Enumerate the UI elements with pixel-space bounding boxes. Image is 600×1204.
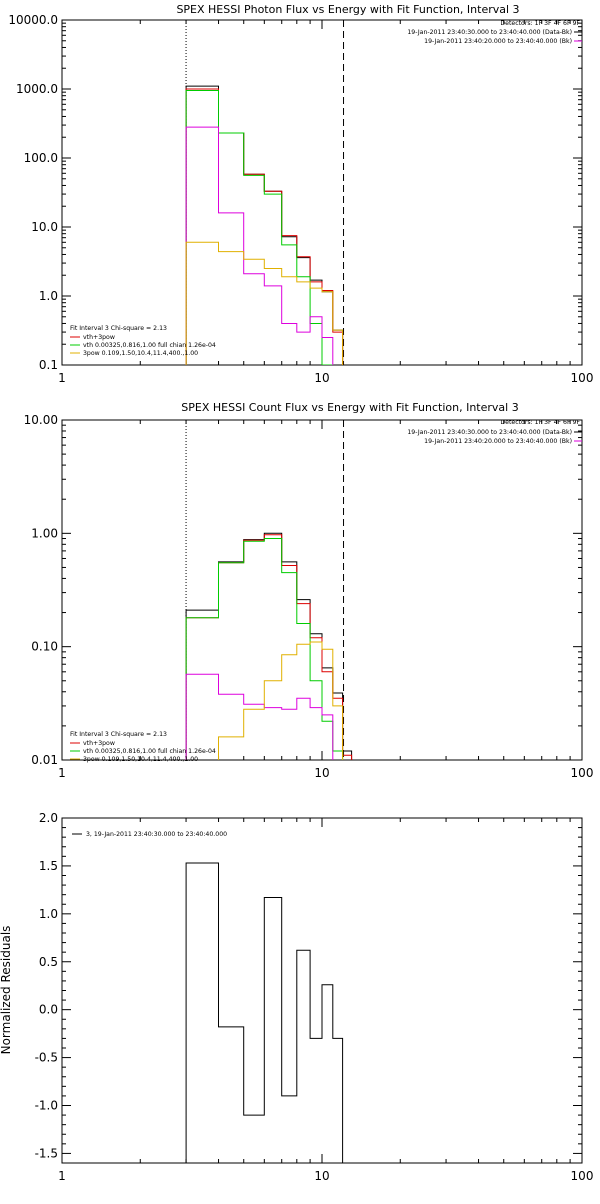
series-vth-histogram (185, 538, 344, 760)
y-tick-label-1-5: 1.5 (39, 859, 58, 873)
x-tick-label-1: 1 (58, 1169, 66, 1183)
residuals-legend-label: 3, 19-Jan-2011 23:40:30.000 to 23:40:40.… (86, 831, 227, 838)
photon-legend-fit-interval: Fit Interval 3 Chi-square = 2.13 (70, 325, 167, 332)
count-legend-fit-interval: Fit Interval 3 Chi-square = 2.13 (70, 731, 167, 738)
count-legend-bk: 19-Jan-2011 23:40:20.000 to 23:40:40.000… (424, 438, 572, 445)
y-tick-label-10-0: 10.0 (31, 220, 58, 234)
y-tick-label-0-10: 0.10 (31, 640, 58, 654)
series-bk-histogram (185, 673, 334, 760)
x-tick-label-1: 1 (58, 766, 66, 780)
photon-flux-panel: SPEX HESSI Photon Flux vs Energy with Fi… (8, 3, 593, 385)
y-tick-label-2-0: 2.0 (39, 811, 58, 825)
x-tick-label-10: 10 (314, 1169, 329, 1183)
y-tick-label-0-1: 0.1 (39, 358, 58, 372)
y-tick-label-1-0: 1.0 (39, 907, 58, 921)
y-tick-label-10000-0: 10000.0 (8, 13, 58, 27)
x-tick-label-10: 10 (314, 766, 329, 780)
series-bk-histogram (185, 126, 334, 365)
photon-flux-plot-area (61, 19, 583, 366)
photon-flux-title: SPEX HESSI Photon Flux vs Energy with Fi… (176, 3, 519, 16)
x-tick-label-100: 100 (571, 766, 594, 780)
y-tick-label-100-0: 100.0 (24, 151, 58, 165)
photon-flux-legend-top: Detectors: 1F 3F 4F 6F 9F 19-Jan-2011 23… (407, 20, 582, 45)
photon-legend-vth3pow: vth+3pow (83, 334, 115, 341)
photon-legend-detectors: Detectors: 1F 3F 4F 6F 9F (500, 20, 580, 27)
residuals-panel: Normalized Residuals 1 10 100 -1.5 -1.0 -0.5 0… (0, 811, 593, 1183)
count-flux-panel: SPEX HESSI Count Flux vs Energy with Fit… (24, 401, 594, 780)
series-pow-histogram (218, 641, 344, 760)
photon-flux-ticks: 1 10 100 0.1 1.0 10.0 100.0 1000.0 10000.0 (8, 13, 593, 385)
count-legend-vth: vth 0.00325,0.816,1.00 full chian 1.26e-… (83, 748, 216, 755)
x-tick-label-100: 100 (571, 371, 594, 385)
y-tick-label-1000-0: 1000.0 (16, 82, 58, 96)
y-tick-label-10-00: 10.00 (24, 413, 58, 427)
photon-legend-bk: 19-Jan-2011 23:40:20.000 to 23:40:40.000… (424, 38, 572, 45)
photon-legend-3pow: 3pow 0.109,1.50,10.4,11.4,400.,1.00 (83, 350, 198, 357)
y-tick-label-0-5: -0.5 (35, 1051, 58, 1065)
count-legend-vth3pow: vth+3pow (83, 740, 115, 747)
count-flux-series (185, 532, 353, 760)
series-data-histogram (185, 85, 344, 365)
x-tick-label-100: 100 (571, 1169, 594, 1183)
photon-flux-series (185, 85, 344, 365)
residuals-series (185, 862, 344, 1163)
y-tick-label-1-00: 1.00 (31, 526, 58, 540)
y-tick-label-1-5: -1.5 (35, 1146, 58, 1160)
x-tick-label-1: 1 (58, 371, 66, 385)
y-tick-label-1-0: -1.0 (35, 1099, 58, 1113)
residuals-ticks: 1 10 100 -1.5 -1.0 -0.5 0.0 0.5 1.0 1.5 2.0 (35, 811, 594, 1183)
series-vth-histogram (185, 90, 334, 365)
axes-frame (61, 19, 583, 366)
count-legend-detectors: Detectors: 1F 3F 4F 6F 9F (500, 419, 580, 426)
photon-legend-data-bk: 19-Jan-2011 23:40:30.000 to 23:40:40.000… (407, 29, 572, 36)
series-pow-histogram (185, 241, 344, 365)
count-flux-legend-top: Detectors: 1F 3F 4F 6F 9F 19-Jan-2011 23… (407, 419, 582, 445)
photon-legend-vth: vth 0.00325,0.816,1.00 full chian 1.26e-… (83, 342, 216, 349)
x-tick-label-10: 10 (314, 371, 329, 385)
photon-flux-legend-bottom: Fit Interval 3 Chi-square = 2.13 vth+3po… (70, 325, 216, 357)
count-flux-ticks: 1 10 100 0.01 0.10 1.00 10.00 (24, 413, 594, 780)
residuals-legend: 3, 19-Jan-2011 23:40:30.000 to 23:40:40.… (72, 831, 227, 838)
count-legend-3pow: 3pow 0.109,1.50,10.4,11.4,400.,1.00 (83, 756, 198, 763)
series-vth3pow-histogram (185, 88, 344, 365)
residuals-ylabel: Normalized Residuals (0, 926, 13, 1055)
count-legend-data-bk: 19-Jan-2011 23:40:30.000 to 23:40:40.000… (407, 429, 572, 436)
y-tick-label-0-5: 0.5 (39, 955, 58, 969)
y-tick-label-1-0: 1.0 (39, 289, 58, 303)
count-flux-legend-bottom: Fit Interval 3 Chi-square = 2.13 vth+3po… (70, 731, 216, 763)
series-resid-histogram (185, 862, 344, 1163)
count-flux-title: SPEX HESSI Count Flux vs Energy with Fit… (181, 401, 518, 414)
y-tick-label-0-0: 0.0 (39, 1003, 58, 1017)
series-vth3pow-histogram (185, 534, 353, 760)
y-tick-label-0-01: 0.01 (31, 753, 58, 767)
